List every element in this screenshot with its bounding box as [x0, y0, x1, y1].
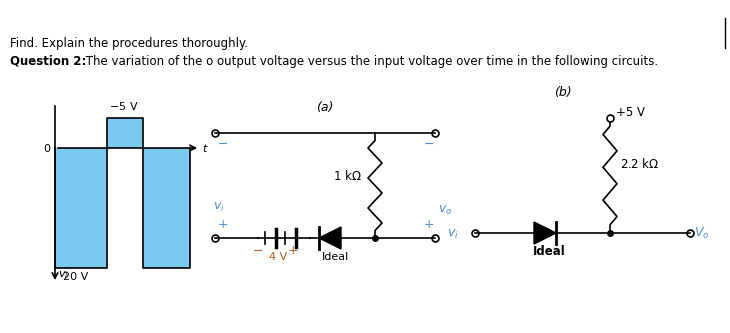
Text: $-5\ \mathrm{V}$: $-5\ \mathrm{V}$ [109, 100, 139, 112]
Text: 2.2 k$\Omega$: 2.2 k$\Omega$ [620, 157, 659, 170]
Text: $+$: $+$ [217, 218, 228, 231]
Text: (b): (b) [553, 86, 572, 99]
Bar [107, 118, 143, 148]
Text: Question 2:: Question 2: [10, 55, 86, 68]
Text: (a): (a) [316, 101, 334, 114]
Text: $+$: $+$ [423, 218, 434, 231]
Text: 20 V: 20 V [63, 272, 88, 282]
Text: $-$: $-$ [253, 244, 264, 257]
Polygon shape [534, 222, 556, 244]
Text: Ideal: Ideal [533, 245, 566, 258]
Text: Ideal: Ideal [322, 252, 349, 262]
Bar [143, 148, 190, 268]
Bar [55, 148, 107, 268]
Text: 4 V: 4 V [269, 252, 287, 262]
Polygon shape [319, 227, 341, 249]
Text: 1 k$\Omega$: 1 k$\Omega$ [333, 169, 361, 183]
Text: Find. Explain the procedures thoroughly.: Find. Explain the procedures thoroughly. [10, 37, 248, 50]
Text: 0: 0 [43, 144, 50, 154]
Text: The variation of the o output voltage versus the input voltage over time in the : The variation of the o output voltage ve… [82, 55, 658, 68]
Text: $-$: $-$ [423, 137, 434, 150]
Text: $-$: $-$ [217, 137, 228, 150]
Text: $v_i$: $v_i$ [213, 201, 225, 214]
Text: $v_i$: $v_i$ [447, 228, 458, 241]
Text: $v_i$: $v_i$ [58, 269, 69, 281]
Text: $+$: $+$ [288, 244, 299, 257]
Text: $t$: $t$ [202, 142, 209, 154]
Text: +5 V: +5 V [616, 106, 645, 119]
Text: $v_o$: $v_o$ [438, 204, 453, 217]
Text: $V_o$: $V_o$ [694, 226, 710, 241]
